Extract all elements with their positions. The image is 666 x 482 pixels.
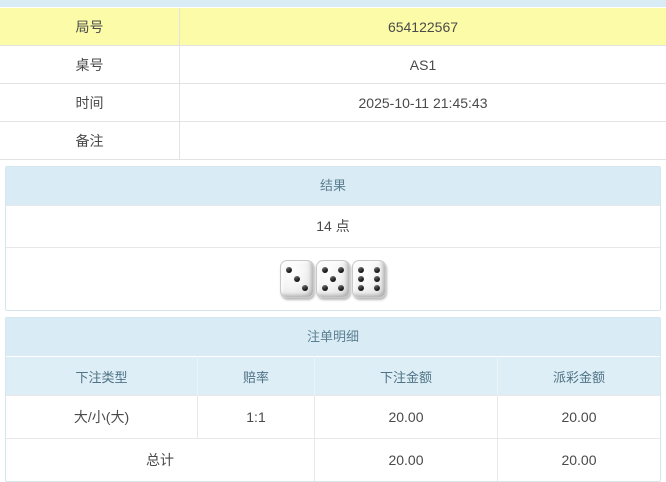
die-face-3-icon (280, 260, 314, 298)
bet-details-title: 注单明细 (6, 318, 660, 356)
table-row: 局号 654122567 (0, 8, 666, 46)
table-header-row: 下注类型 赔率 下注金额 派彩金额 (6, 357, 660, 396)
cell-total-label: 总计 (6, 439, 315, 482)
die-face-6-icon (352, 260, 386, 298)
info-label-table-no: 桌号 (0, 46, 180, 84)
result-points-text: 14 点 (6, 205, 660, 247)
cell-total-payout-amount: 20.00 (498, 439, 661, 482)
cell-payout-amount: 20.00 (498, 396, 661, 439)
result-panel: 结果 14 点 (5, 166, 661, 311)
table-row: 桌号 AS1 (0, 46, 666, 84)
cell-bet-amount: 20.00 (315, 396, 498, 439)
column-header-bet-type: 下注类型 (6, 357, 198, 396)
cell-odds: 1:1 (198, 396, 315, 439)
table-total-row: 总计 20.00 20.00 (6, 439, 660, 482)
info-value-table-no: AS1 (180, 46, 666, 84)
column-header-payout-amount: 派彩金额 (498, 357, 661, 396)
table-row: 时间 2025-10-11 21:45:43 (0, 84, 666, 122)
column-header-odds: 赔率 (198, 357, 315, 396)
table-row: 大/小(大) 1:1 20.00 20.00 (6, 396, 660, 439)
info-label-remark: 备注 (0, 122, 180, 160)
cell-bet-type: 大/小(大) (6, 396, 198, 439)
round-info-table: 局号 654122567 桌号 AS1 时间 2025-10-11 21:45:… (0, 8, 666, 160)
bet-details-table: 下注类型 赔率 下注金额 派彩金额 大/小(大) 1:1 20.00 20.00… (6, 356, 660, 481)
result-panel-title: 结果 (6, 167, 660, 205)
column-header-bet-amount: 下注金额 (315, 357, 498, 396)
info-value-round-no: 654122567 (180, 8, 666, 46)
bet-details-panel: 注单明细 下注类型 赔率 下注金额 派彩金额 大/小(大) 1:1 20.00 … (5, 317, 661, 482)
previous-panel-sliver (0, 0, 666, 8)
info-value-remark (180, 122, 666, 160)
game-result-page: 局号 654122567 桌号 AS1 时间 2025-10-11 21:45:… (0, 0, 666, 468)
cell-total-bet-amount: 20.00 (315, 439, 498, 482)
die-face-5-icon (316, 260, 350, 298)
table-row: 备注 (0, 122, 666, 160)
info-label-round-no: 局号 (0, 8, 180, 46)
dice-container (6, 247, 660, 310)
info-label-time: 时间 (0, 84, 180, 122)
info-value-time: 2025-10-11 21:45:43 (180, 84, 666, 122)
